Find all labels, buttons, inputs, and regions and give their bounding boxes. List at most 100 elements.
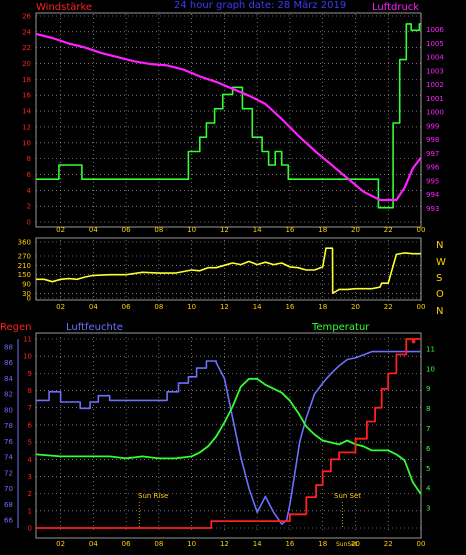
pressure-axis-tick: 997 [426, 150, 439, 158]
temperature-axis-tick: 9 [426, 385, 430, 393]
temperature-axis-tick: 11 [426, 345, 435, 353]
top-panel-frame [35, 12, 422, 228]
x-axis-tick: 18 [318, 303, 327, 311]
humidity-axis-tick: 86 [4, 359, 13, 367]
humidity-axis-tick: 74 [4, 454, 13, 462]
temperature-label: Temperatur [311, 322, 370, 333]
x-axis-tick: 16 [285, 540, 294, 548]
wind-axis-tick: 20 [22, 60, 31, 68]
x-axis-tick: 10 [187, 226, 196, 234]
air-pressure-label: Luftdruck [372, 2, 419, 13]
x-axis-tick: 04 [89, 226, 98, 234]
x-axis-tick: 14 [253, 226, 262, 234]
x-axis-tick: 00 [417, 226, 426, 234]
x-axis-tick: 02 [56, 226, 65, 234]
humidity-axis-tick: 68 [4, 501, 13, 509]
x-axis-tick: 16 [285, 303, 294, 311]
humidity-label: Luftfeuchte [66, 322, 123, 333]
rain-axis-tick: 9 [28, 370, 32, 378]
rain-axis-tick: 0 [28, 525, 32, 533]
wind-axis-tick: 6 [27, 171, 32, 179]
x-axis-tick: 12 [220, 540, 229, 548]
rain-axis-tick: 7 [28, 404, 32, 412]
rain-axis-tick: 3 [28, 473, 32, 481]
wind-axis-tick: 4 [27, 187, 32, 195]
rain-axis-tick: 1 [28, 507, 32, 515]
humidity-line [36, 350, 421, 525]
rain-axis-tick: 4 [28, 456, 33, 464]
pressure-axis-tick: 1006 [426, 26, 444, 34]
direction-label-o: O [436, 289, 444, 300]
x-axis-tick: 12 [220, 226, 229, 234]
pressure-axis-tick: 998 [426, 136, 439, 144]
x-axis-tick: 06 [122, 540, 131, 548]
direction-label-s: S [436, 273, 442, 284]
direction-axis-tick: 90 [22, 281, 31, 289]
rain-label: Regen [0, 322, 32, 333]
humidity-axis-tick: 72 [4, 469, 13, 477]
pressure-axis-tick: 1003 [426, 67, 444, 75]
x-axis-tick: 20 [351, 303, 360, 311]
wind-axis-tick: 14 [22, 108, 31, 116]
rain-axis-tick: 10 [23, 353, 32, 361]
wind-axis-tick: 8 [27, 155, 31, 163]
direction-axis-tick: 210 [18, 262, 31, 270]
rain-axis-tick: 8 [28, 387, 32, 395]
wind-strength-line [36, 23, 421, 209]
pressure-axis-tick: 1004 [426, 54, 444, 62]
sunset-label-small: SunSet [336, 541, 358, 548]
x-axis-tick: 14 [253, 303, 262, 311]
temperature-axis-tick: 7 [426, 425, 430, 433]
sunset-label: Sun Set [334, 492, 361, 500]
direction-axis-tick: 270 [18, 253, 31, 261]
wind-axis-tick: 18 [22, 76, 31, 84]
temperature-axis-tick: 5 [426, 465, 430, 473]
direction-label-n-bottom: N [436, 306, 443, 317]
direction-axis-tick: 0 [27, 295, 31, 303]
humidity-axis-tick: 66 [4, 517, 13, 525]
temperature-axis-tick: 3 [426, 505, 430, 513]
pressure-axis-tick: 1002 [426, 81, 444, 89]
humidity-axis-tick: 76 [4, 438, 13, 446]
rain-axis-tick: 11 [23, 336, 32, 344]
wind-axis-tick: 24 [22, 28, 31, 36]
rain-axis-tick: 6 [28, 421, 33, 429]
x-axis-tick: 20 [351, 226, 360, 234]
x-axis-tick: 08 [154, 303, 163, 311]
wind-direction-line [36, 247, 421, 295]
direction-label-w: W [436, 257, 446, 268]
temperature-axis-tick: 6 [426, 445, 431, 453]
pressure-axis-tick: 993 [426, 205, 439, 213]
wind-axis-tick: 26 [22, 13, 31, 21]
pressure-axis-tick: 1001 [426, 95, 444, 103]
temperature-line [35, 377, 422, 495]
x-axis-tick: 00 [417, 540, 426, 548]
wind-strength-label: Windstärke [36, 2, 92, 13]
x-axis-tick: 00 [417, 303, 426, 311]
temperature-axis-tick: 8 [426, 405, 430, 413]
pressure-axis-tick: 1005 [426, 40, 444, 48]
direction-axis-tick: 150 [18, 271, 31, 279]
bottom-panel-frame [35, 332, 422, 539]
x-axis-tick: 18 [318, 226, 327, 234]
x-axis-tick: 02 [56, 540, 65, 548]
humidity-axis-tick: 84 [4, 375, 13, 383]
x-axis-tick: 14 [253, 540, 262, 548]
wind-axis-tick: 10 [22, 139, 31, 147]
direction-axis-tick: 30 [22, 290, 31, 298]
rain-line [36, 338, 421, 529]
pressure-axis-tick: 999 [426, 122, 439, 130]
humidity-axis-tick: 80 [4, 406, 13, 414]
wind-axis-tick: 16 [22, 92, 31, 100]
x-axis-tick: 22 [384, 540, 393, 548]
temperature-axis-tick: 4 [426, 485, 431, 493]
x-axis-tick: 12 [220, 303, 229, 311]
pressure-axis-tick: 996 [426, 164, 440, 172]
humidity-axis-tick: 70 [4, 485, 13, 493]
x-axis-tick: 06 [122, 226, 131, 234]
pressure-axis-tick: 994 [426, 191, 440, 199]
x-axis-tick: 04 [89, 303, 98, 311]
x-axis-tick: 08 [154, 540, 163, 548]
x-axis-tick: 06 [122, 303, 131, 311]
